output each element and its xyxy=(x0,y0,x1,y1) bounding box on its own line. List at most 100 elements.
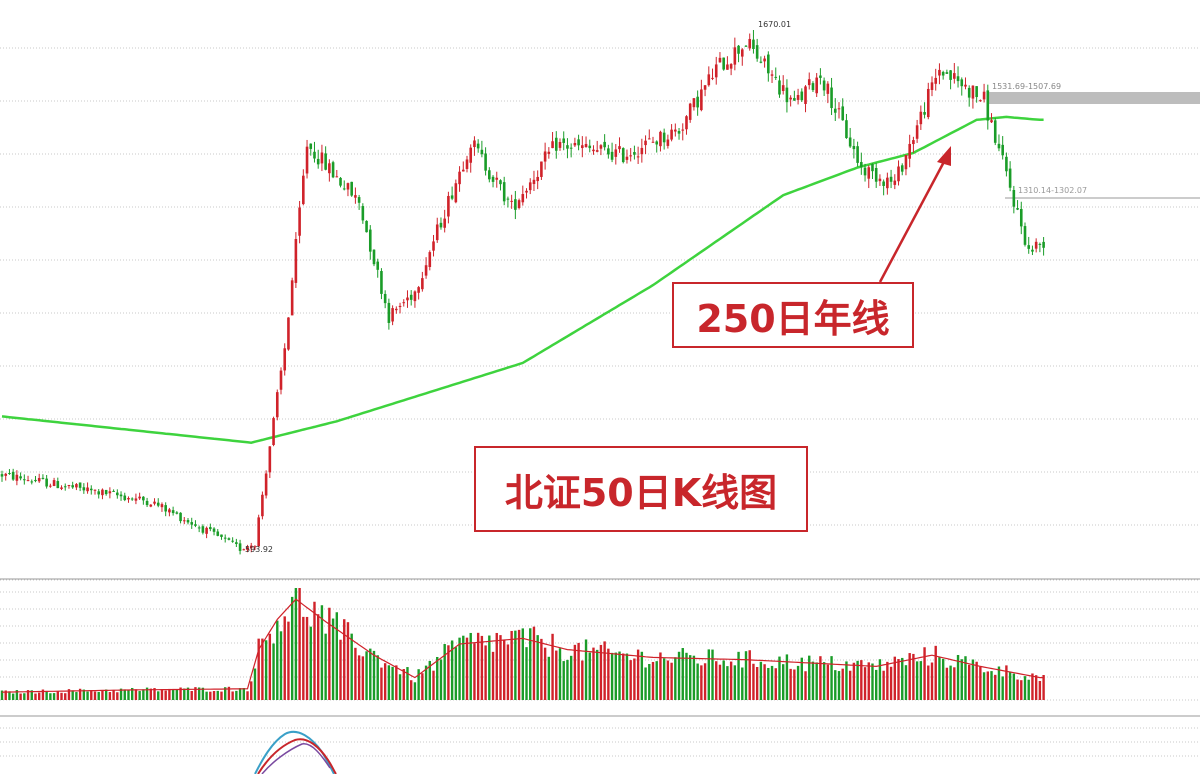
volume-bar xyxy=(1016,679,1019,700)
candle-down xyxy=(156,502,160,506)
oscillator-line-1 xyxy=(254,730,335,775)
candle-down xyxy=(63,486,67,488)
chart-title: 北证50日K线图 xyxy=(474,446,808,532)
volume-bar xyxy=(625,653,629,700)
candle-up xyxy=(458,171,461,185)
candle-down xyxy=(1001,144,1004,156)
candle-down xyxy=(186,520,190,523)
volume-bar xyxy=(893,656,896,700)
candle-down xyxy=(852,145,856,150)
volume-bar xyxy=(164,690,167,700)
candle-up xyxy=(770,74,774,76)
candle-down xyxy=(484,153,487,171)
candle-up xyxy=(837,108,841,110)
candle-down xyxy=(949,70,952,80)
volume-bar xyxy=(566,659,569,700)
volume-bar xyxy=(945,667,949,700)
volume-bar xyxy=(86,691,89,700)
candle-up xyxy=(748,38,752,49)
candle-down xyxy=(752,39,755,49)
candle-down xyxy=(1038,243,1042,245)
candle-up xyxy=(253,546,257,548)
volume-bar xyxy=(473,643,476,700)
candle-down xyxy=(588,145,592,149)
candle-up xyxy=(398,305,402,308)
volume-bar xyxy=(402,669,405,700)
volume-bar xyxy=(11,693,15,700)
volume-bar xyxy=(157,691,160,700)
candle-down xyxy=(1042,241,1045,248)
volume-bar xyxy=(376,655,379,700)
candle-up xyxy=(432,241,435,251)
candle-down xyxy=(97,491,101,495)
candle-up xyxy=(740,49,744,57)
candle-down xyxy=(941,71,945,76)
candle-up xyxy=(60,487,63,489)
volume-bar xyxy=(927,665,930,700)
candle-down xyxy=(331,162,335,178)
candle-up xyxy=(37,478,41,482)
candle-up xyxy=(528,182,532,191)
volume-bar xyxy=(361,656,365,700)
volume-bar xyxy=(573,644,577,700)
volume-bar xyxy=(503,639,506,700)
volume-bar xyxy=(454,647,458,700)
volume-bar xyxy=(138,691,141,700)
oscillator-line-3 xyxy=(261,743,331,775)
candle-down xyxy=(566,145,569,149)
candle-up xyxy=(264,473,268,496)
volume-bar xyxy=(0,690,4,700)
candle-up xyxy=(536,176,539,182)
volume-bar xyxy=(186,687,190,700)
candle-up xyxy=(897,166,900,182)
volume-bar xyxy=(283,616,286,700)
candle-down xyxy=(744,45,748,47)
candle-down xyxy=(179,512,182,522)
volume-bar xyxy=(752,663,755,700)
candle-up xyxy=(283,348,287,371)
volume-bar xyxy=(599,644,603,700)
candle-down xyxy=(491,176,495,182)
volume-bar xyxy=(956,654,960,700)
candle-down xyxy=(871,163,874,172)
candle-down xyxy=(819,75,822,78)
volume-bar xyxy=(421,673,424,700)
volume-bar xyxy=(841,668,844,700)
volume-bar xyxy=(495,632,498,700)
volume-bar xyxy=(510,630,513,700)
candle-down xyxy=(662,132,666,143)
volume-bar xyxy=(759,661,763,700)
oscillator-panel xyxy=(254,730,337,775)
candle-down xyxy=(30,481,34,483)
candle-up xyxy=(279,370,283,390)
candle-up xyxy=(685,116,688,130)
candle-down xyxy=(514,199,517,210)
volume-bar xyxy=(722,660,725,700)
volume-bar xyxy=(982,672,986,700)
volume-bar xyxy=(276,620,279,700)
volume-bar xyxy=(224,687,227,700)
candle-down xyxy=(610,151,614,160)
volume-bar xyxy=(655,661,658,700)
volume-bar xyxy=(979,666,982,700)
candle-down xyxy=(190,522,194,525)
candle-down xyxy=(488,170,491,180)
volume-bar xyxy=(432,670,435,700)
volume-bar xyxy=(227,686,231,700)
volume-bar xyxy=(875,669,878,700)
candle-up xyxy=(108,491,112,494)
volume-bar xyxy=(82,689,86,700)
candle-down xyxy=(845,120,848,139)
candle-up xyxy=(290,280,294,316)
candle-up xyxy=(532,179,536,185)
candle-down xyxy=(387,302,391,323)
volume-bar xyxy=(662,658,666,700)
candle-up xyxy=(551,141,554,149)
candle-up xyxy=(272,418,275,446)
candle-down xyxy=(45,478,48,487)
candle-down xyxy=(737,45,740,54)
candle-down xyxy=(856,146,859,163)
volume-bar xyxy=(700,665,703,700)
volume-bar xyxy=(465,637,469,700)
candle-down xyxy=(0,474,4,477)
